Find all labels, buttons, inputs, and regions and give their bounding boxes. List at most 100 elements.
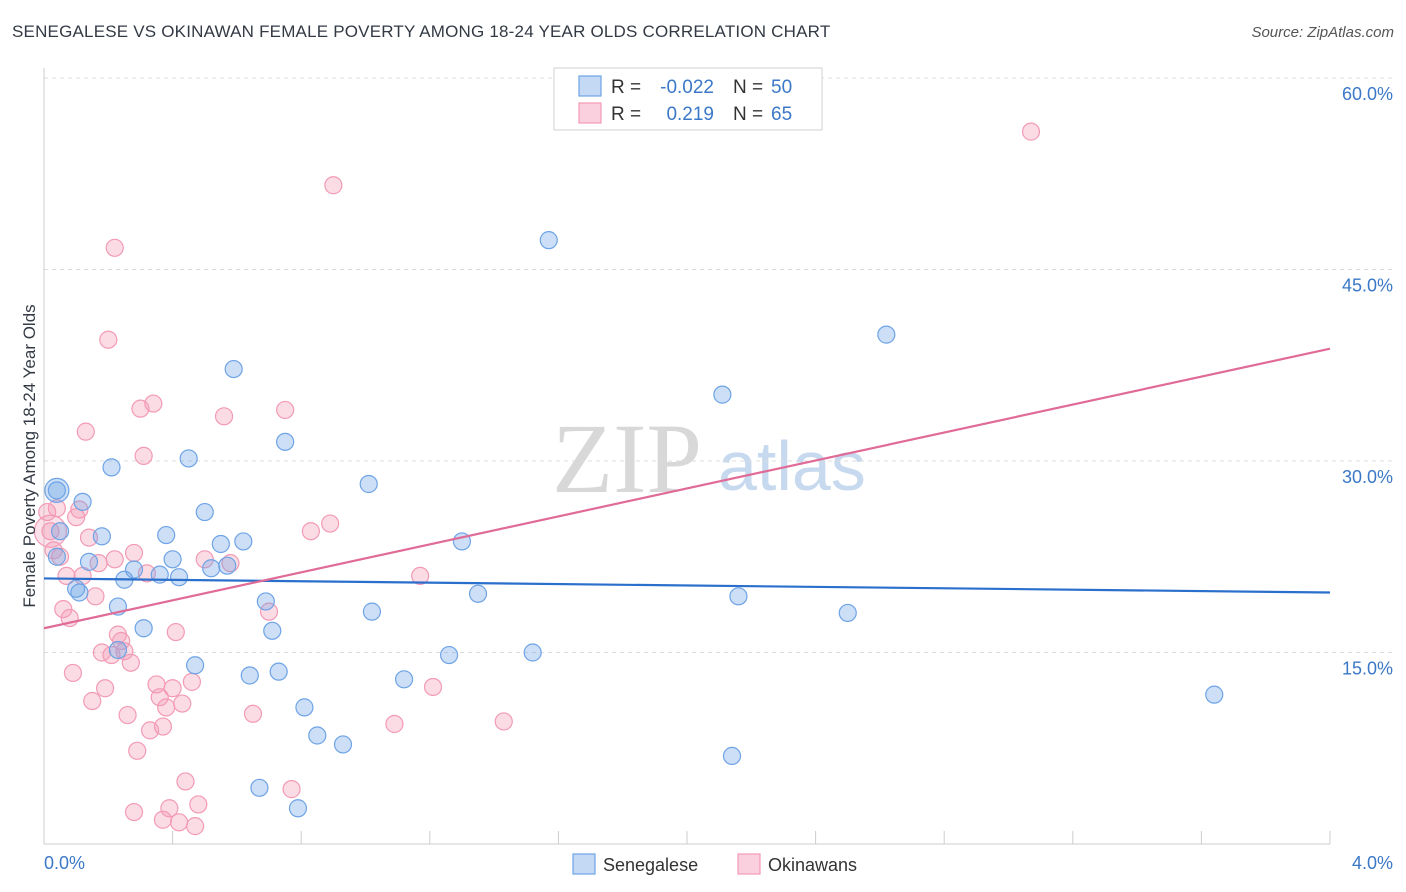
legend-r-value-0: -0.022 (660, 77, 714, 98)
legend-swatch-okinawans (578, 102, 602, 124)
senegalese-point (202, 559, 221, 578)
okinawans-point (221, 554, 240, 573)
okinawans-point (169, 813, 189, 832)
okinawans-point (134, 446, 153, 465)
senegalese-point (47, 547, 66, 566)
legend-r-label-0: R = (611, 77, 641, 98)
okinawans-point (182, 672, 201, 691)
okinawans-point (38, 502, 57, 522)
senegalese-point (163, 550, 182, 569)
senegalese-point (439, 645, 459, 665)
y-tick-label: 45.0% (1342, 276, 1393, 296)
okinawans-point (176, 772, 195, 791)
senegalese-point (234, 532, 253, 551)
senegalese-point (108, 640, 128, 660)
senegalese-point (713, 385, 732, 404)
okinawans-point (195, 550, 214, 569)
okinawans-point (173, 694, 192, 713)
okinawans-points (33, 122, 1041, 836)
bottom-legend-senegalese: Senegalese (603, 855, 698, 875)
senegalese-point (79, 552, 99, 571)
y-tick-label: 15.0% (1342, 659, 1393, 679)
okinawans-point (494, 712, 513, 731)
senegalese-point (186, 656, 205, 675)
legend-swatch-senegalese (578, 75, 602, 97)
x-ticks (43, 831, 1331, 844)
bottom-legend: Senegalese Okinawans (572, 853, 857, 875)
okinawans-point (115, 642, 134, 661)
senegalese-point (179, 449, 198, 468)
senegalese-point (50, 522, 70, 541)
okinawans-point (189, 795, 208, 814)
okinawans-point (79, 528, 99, 547)
okinawans-point (54, 599, 73, 619)
senegalese-point (362, 602, 382, 621)
senegalese-point (211, 534, 230, 554)
senegalese-point (468, 584, 488, 603)
senegalese-points (44, 231, 1224, 818)
senegalese-point (169, 568, 189, 587)
senegalese-point (308, 726, 327, 745)
okinawans-point (83, 691, 102, 711)
okinawans-point (150, 688, 169, 707)
senegalese-point (124, 560, 144, 579)
okinawans-point (57, 566, 76, 586)
okinawans-point (1021, 122, 1041, 141)
okinawans-point (86, 587, 105, 606)
okinawans-point (214, 407, 234, 426)
source-label: Source: ZipAtlas.com (1251, 24, 1394, 41)
legend-n-label-1: N = (733, 104, 763, 125)
bottom-legend-swatch-okinawans (737, 853, 761, 875)
okinawans-point (157, 698, 176, 717)
senegalese-point (539, 231, 558, 250)
senegalese-point (250, 778, 269, 797)
okinawans-point (321, 514, 340, 533)
x-tick-label-min: 0.0% (44, 853, 85, 873)
y-tick-label: 60.0% (1342, 84, 1393, 104)
senegalese-point (359, 474, 378, 494)
legend-n-value-1: 65 (771, 104, 792, 125)
senegalese-point (269, 662, 288, 681)
okinawans-point (41, 522, 60, 541)
senegalese-point (288, 799, 308, 818)
okinawans-point (99, 330, 118, 349)
okinawans-point (124, 802, 144, 822)
senegalese-point (218, 556, 237, 575)
okinawans-point (301, 522, 320, 541)
senegalese-point (195, 502, 214, 522)
y-tick-label: 30.0% (1342, 467, 1393, 487)
legend-n-label-0: N = (733, 77, 763, 98)
okinawans-point (385, 714, 404, 734)
trend-lines (43, 347, 1331, 630)
senegalese-point (102, 458, 121, 477)
legend-n-value-0: 50 (771, 77, 792, 98)
okinawans-point (423, 677, 443, 697)
senegalese-point (523, 643, 542, 662)
grid-lines (44, 77, 1392, 653)
senegalese-point (256, 592, 275, 611)
senegalese-point (394, 670, 414, 689)
senegalese-point (1205, 685, 1224, 704)
okinawans-point (144, 394, 163, 413)
x-tick-label-max: 4.0% (1352, 853, 1393, 873)
senegalese-point (877, 325, 896, 344)
okinawans-point (118, 705, 137, 725)
watermark-zip: ZIP (552, 403, 702, 514)
y-tick-labels: 15.0% 30.0% 45.0% 60.0% (1342, 84, 1393, 679)
bottom-legend-swatch-senegalese (572, 853, 596, 875)
okinawans-point (166, 622, 185, 642)
okinawans-point (163, 679, 182, 698)
okinawans-point (121, 653, 140, 672)
okinawans-point (95, 679, 115, 698)
chart-title: SENEGALESE VS OKINAWAN FEMALE POVERTY AM… (12, 22, 831, 41)
okinawans-point (124, 543, 144, 563)
okinawans-point (128, 741, 147, 760)
okinawans-point (276, 400, 295, 420)
okinawans-point (153, 717, 173, 736)
senegalese-point (70, 583, 89, 602)
okinawans-point (324, 176, 343, 195)
senegalese-point (224, 359, 243, 379)
legend-r-label-1: R = (611, 104, 641, 125)
senegalese-point (333, 735, 353, 754)
